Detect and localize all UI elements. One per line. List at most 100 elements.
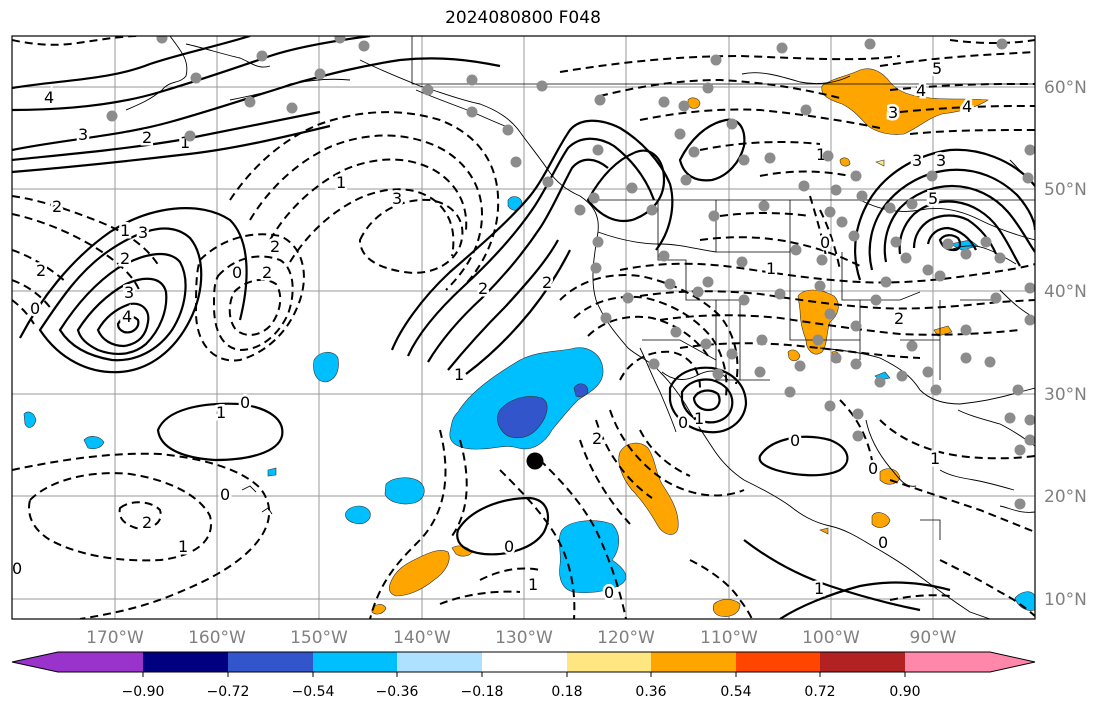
contour-label: 4 <box>122 307 132 326</box>
lon-tick: 100°W <box>802 628 860 648</box>
lat-tick: 20°N <box>1044 487 1087 507</box>
lon-tick: 170°W <box>86 628 144 648</box>
shade-orange-small-2 <box>371 604 387 615</box>
shade-blue-mid-west <box>384 477 425 505</box>
lat-tick: 30°N <box>1044 385 1087 405</box>
lon-tick: 160°W <box>188 628 246 648</box>
colorbar-segment-6 <box>567 652 651 672</box>
contour-label: 0 <box>12 559 22 578</box>
colorbar-tick: 0.54 <box>720 684 751 700</box>
contour-label: 2 <box>262 263 272 282</box>
shade-royal-blue-core <box>496 396 548 439</box>
contour-label: 0 <box>504 537 514 556</box>
lon-axis: 170°W 160°W 150°W 140°W 130°W 120°W 110°… <box>86 628 957 648</box>
colorbar-segment-5 <box>482 652 567 672</box>
contour-label: 2 <box>542 273 552 292</box>
contour-label: 1 <box>336 173 346 192</box>
lon-tick: 150°W <box>290 628 348 648</box>
shade-orange-texas <box>787 349 801 362</box>
colorbar-segment-4 <box>397 652 482 672</box>
colorbar-tick: 0.72 <box>804 684 835 700</box>
coastlines <box>125 36 1035 619</box>
shade-orange-gulf-small <box>879 468 901 485</box>
contour-labels: 4 3 2 1 2 3 4 3 2 1 0 1 2 3 2 2 0 1 1 0 … <box>12 57 975 605</box>
colorbar-segment-3 <box>313 652 397 672</box>
contour-label: 1 <box>120 221 130 240</box>
shade-orange-mini <box>819 527 829 535</box>
shade-orange-small-3 <box>712 599 741 617</box>
contour-label: 0 <box>678 413 688 432</box>
colorbar-segment-10 <box>905 652 1035 672</box>
contour-label: 1 <box>766 259 776 278</box>
contour-label: 3 <box>936 151 946 170</box>
contour-label: 2 <box>592 429 602 448</box>
colorbar-segment-7 <box>651 652 736 672</box>
lon-tick: 140°W <box>393 628 451 648</box>
lat-tick: 60°N <box>1044 78 1087 98</box>
contour-label: 2 <box>120 249 130 268</box>
contour-label: 4 <box>44 88 54 107</box>
lat-tick: 10°N <box>1044 590 1087 610</box>
contour-label: 1 <box>528 575 538 594</box>
shade-orange-alaska-small <box>687 97 701 109</box>
map-frame <box>11 35 1036 620</box>
contour-label: 3 <box>392 189 402 208</box>
colorbar-tick: −0.54 <box>292 684 335 700</box>
contours-negative <box>12 36 1035 619</box>
contour-label: 0 <box>820 233 830 252</box>
shade-royal-blue-small <box>573 383 589 398</box>
contour-label: 0 <box>30 299 40 318</box>
contour-label: 3 <box>138 223 148 242</box>
lon-tick: 90°W <box>910 628 957 648</box>
lon-tick: 120°W <box>597 628 655 648</box>
shade-orange-cent-am <box>871 512 891 528</box>
contour-label: 2 <box>142 128 152 147</box>
contour-label: 0 <box>790 431 800 450</box>
contour-label: 4 <box>916 81 926 100</box>
shade-blue-hawaii <box>345 505 371 525</box>
lat-tick: 40°N <box>1044 282 1087 302</box>
contour-label: 2 <box>478 279 488 298</box>
shade-blue-south <box>558 520 627 594</box>
shade-blue-west-small <box>313 351 339 383</box>
contour-label: 2 <box>894 309 904 328</box>
colorbar-segment-0 <box>12 652 143 672</box>
station-dots <box>106 36 1035 510</box>
contour-label: 1 <box>454 365 464 384</box>
colorbar-segment-1 <box>143 652 228 672</box>
colorbar-tick: −0.36 <box>376 684 419 700</box>
colorbar-tick: 0.90 <box>889 684 920 700</box>
colorbar: −0.90 −0.72 −0.54 −0.36 −0.18 0.18 0.36 … <box>11 651 1036 700</box>
shade-blue-edge <box>23 411 37 428</box>
colorbar-tick: −0.18 <box>461 684 504 700</box>
shade-blue-caribbean <box>1014 591 1035 611</box>
colorbar-outline <box>11 651 1036 673</box>
colorbar-tick: 0.18 <box>551 684 582 700</box>
contour-label: 3 <box>912 151 922 170</box>
shade-orange-hudson <box>821 68 989 135</box>
contour-label: 1 <box>930 449 940 468</box>
contour-label: 2 <box>52 197 62 216</box>
colorbar-segment-8 <box>736 652 820 672</box>
shade-orange-canada-small <box>839 157 851 167</box>
contour-label: 0 <box>604 583 614 602</box>
shade-blue-far-west <box>83 436 105 450</box>
map-title: 2024080800 F048 <box>445 8 601 28</box>
contour-label: 1 <box>814 579 824 598</box>
colorbar-segment-2 <box>228 652 313 672</box>
contour-label: 4 <box>962 97 972 116</box>
lon-tick: 110°W <box>700 628 758 648</box>
contour-label: 3 <box>888 103 898 122</box>
contour-label: 0 <box>868 459 878 478</box>
contour-label: 0 <box>878 533 888 552</box>
colorbar-tick: −0.72 <box>207 684 250 700</box>
contour-label: 3 <box>78 125 88 144</box>
graticule <box>12 36 1035 619</box>
lat-tick: 50°N <box>1044 180 1087 200</box>
colorbar-tick: −0.90 <box>122 684 165 700</box>
contour-label: 0 <box>232 263 242 282</box>
contour-label: 2 <box>142 513 152 532</box>
contour-label: 3 <box>124 283 134 302</box>
contour-label: 5 <box>932 59 942 78</box>
